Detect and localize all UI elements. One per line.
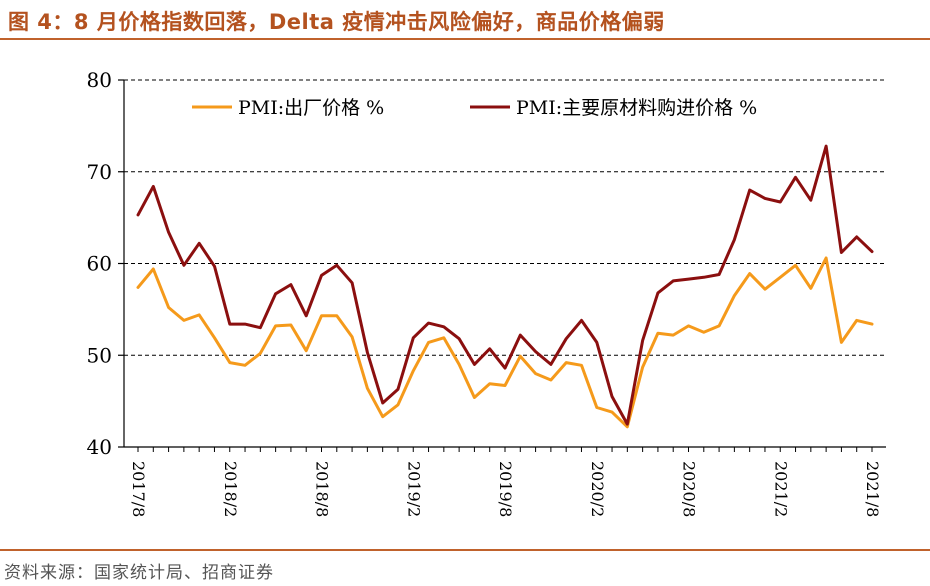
title-rule xyxy=(0,38,930,40)
x-tick-label: 2021/2 xyxy=(771,461,790,517)
x-tick-label: 2020/8 xyxy=(680,461,699,517)
gridlines xyxy=(124,79,886,356)
series-lines xyxy=(136,144,874,429)
x-tick-label: 2019/2 xyxy=(404,461,423,517)
series-line-2 xyxy=(136,144,874,426)
x-axis: 2017/8 2018/2 2018/8 2019/2 2019/8 2020/2 2020… xyxy=(124,446,886,517)
x-tick-label: 2018/8 xyxy=(313,461,332,517)
y-tick-label: 80 xyxy=(87,68,112,92)
series-line-1 xyxy=(136,256,874,429)
y-tick-label: 50 xyxy=(87,343,112,367)
y-axis: 40 50 60 70 80 xyxy=(87,68,125,459)
legend-label: PMI:主要原材料购进价格 % xyxy=(516,97,757,119)
x-tick-label: 2019/8 xyxy=(496,461,515,517)
x-tick-label: 2020/2 xyxy=(588,461,607,517)
source-note: 资料来源：国家统计局、招商证券 xyxy=(4,563,274,583)
figure-title: 图 4：8 月价格指数回落，Delta 疫情冲击风险偏好，商品价格偏弱 xyxy=(8,10,665,34)
x-tick-label: 2018/2 xyxy=(221,461,240,517)
legend: PMI:出厂价格 % PMI:主要原材料购进价格 % xyxy=(192,97,757,119)
x-tick-label: 2021/8 xyxy=(863,461,882,517)
legend-label: PMI:出厂价格 % xyxy=(238,97,384,119)
y-tick-label: 60 xyxy=(87,252,112,276)
footer-rule xyxy=(0,549,930,551)
x-tick-label: 2017/8 xyxy=(129,461,148,517)
y-tick-label: 70 xyxy=(87,160,112,184)
y-tick-label: 40 xyxy=(87,435,112,459)
